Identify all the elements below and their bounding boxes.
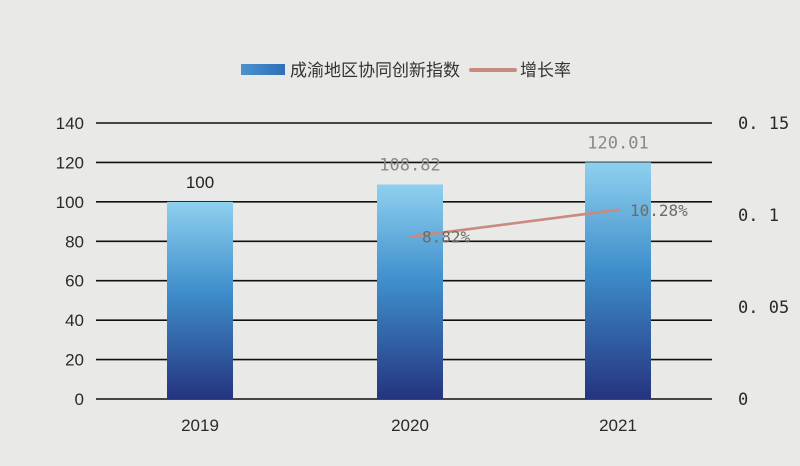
legend-label-index: 成渝地区协同创新指数: [290, 61, 460, 81]
bar-data-label: 108.82: [379, 155, 440, 175]
y-tick-label: 20: [65, 351, 84, 370]
bar-layer: 100 108.82 120.01: [167, 133, 651, 399]
legend-swatch-index: [241, 64, 285, 75]
bar: [377, 184, 443, 399]
y2-tick-label: 0. 15: [738, 114, 789, 134]
x-tick-label: 2020: [391, 416, 429, 435]
y-tick-label: 80: [65, 232, 84, 251]
growth-point: [616, 208, 620, 212]
axis-layer: 0 20 40 60 80 100 120 140 0 0. 05 0. 1 0. 15 2019 202…: [56, 114, 790, 435]
line-layer: 8.82% 10.28%: [408, 201, 688, 247]
x-tick-label: 2019: [181, 416, 219, 435]
y-tick-label: 140: [56, 114, 84, 133]
y-tick-label: 100: [56, 193, 84, 212]
growth-data-label: 8.82%: [422, 228, 471, 247]
y2-tick-label: 0. 1: [738, 206, 779, 226]
bar: [585, 162, 651, 399]
growth-data-label: 10.28%: [630, 201, 688, 220]
legend: 成渝地区协同创新指数 增长率: [241, 61, 571, 81]
y-tick-label: 0: [75, 390, 84, 409]
bar-data-label: 120.01: [587, 133, 648, 153]
y-tick-label: 120: [56, 153, 84, 172]
y2-tick-label: 0. 05: [738, 298, 789, 318]
growth-line: [409, 208, 619, 239]
x-tick-label: 2021: [599, 416, 637, 435]
y-tick-label: 40: [65, 311, 84, 330]
y-tick-label: 60: [65, 272, 84, 291]
bar: [167, 201, 233, 399]
y2-tick-label: 0: [738, 390, 748, 410]
bar-data-label: 100: [186, 173, 214, 192]
legend-label-growth: 增长率: [520, 61, 571, 81]
growth-point: [408, 235, 412, 239]
